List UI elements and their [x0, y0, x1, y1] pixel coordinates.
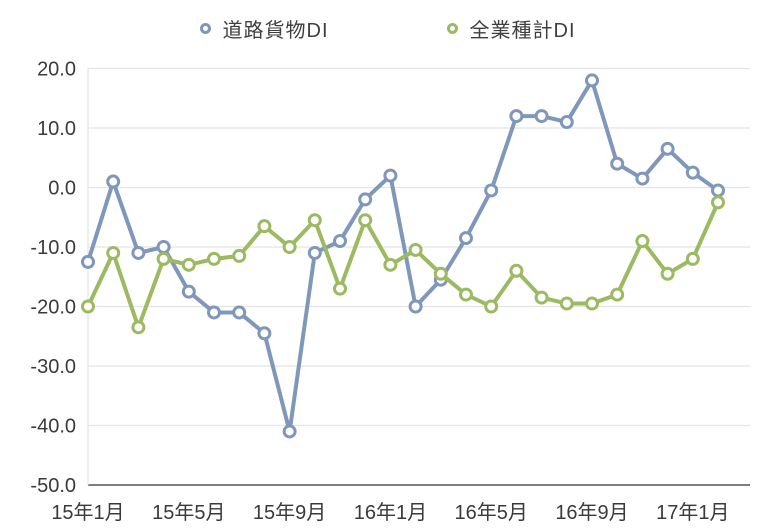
- legend-marker-icon: [199, 23, 211, 34]
- data-point-0-16年11月: [635, 171, 650, 186]
- data-point-0-16年6月: [509, 109, 524, 124]
- data-point-0-15年5月: [181, 284, 196, 299]
- data-point-1-15年9月: [282, 240, 297, 254]
- data-point-1-16年12月: [660, 266, 675, 281]
- x-axis-tick-label: 15年5月: [152, 501, 225, 524]
- data-point-1-15年11月: [333, 281, 347, 296]
- data-point-1-15年8月: [257, 219, 272, 234]
- data-point-1-15年4月: [156, 251, 171, 266]
- y-axis-tick-label: -40.0: [30, 416, 76, 438]
- data-point-0-15年12月: [358, 192, 373, 207]
- data-point-0-16年10月: [610, 156, 625, 171]
- data-point-1-15年3月: [131, 320, 146, 335]
- data-point-1-15年5月: [181, 257, 196, 272]
- data-point-1-16年11月: [635, 234, 650, 249]
- chart-legend: 道路貨物DI 全業種計DI: [0, 14, 775, 43]
- data-point-1-15年1月: [81, 299, 95, 314]
- data-point-0-16年12月: [660, 141, 675, 156]
- data-point-0-17年1月: [685, 165, 700, 180]
- y-axis-tick-label: -30.0: [30, 356, 76, 378]
- data-point-1-16年8月: [559, 296, 574, 311]
- data-point-0-17年2月: [711, 183, 725, 198]
- y-axis-tick-label: 10.0: [37, 118, 76, 140]
- data-point-1-16年3月: [433, 266, 448, 281]
- data-point-0-16年7月: [534, 109, 549, 124]
- x-axis-tick-label: 17年1月: [656, 501, 729, 524]
- data-point-0-15年6月: [207, 305, 221, 320]
- x-axis-tick-label: 16年9月: [555, 501, 628, 524]
- data-point-1-16年7月: [534, 290, 549, 305]
- y-axis-tick-label: -20.0: [30, 297, 76, 319]
- y-axis-tick-label: -10.0: [30, 237, 76, 259]
- data-point-1-15年12月: [358, 213, 373, 228]
- data-point-0-15年11月: [333, 234, 347, 249]
- y-axis-tick-label: -50.0: [30, 475, 76, 497]
- data-point-1-15年10月: [307, 213, 322, 228]
- data-point-0-16年9月: [585, 73, 599, 88]
- data-point-0-15年2月: [106, 174, 121, 189]
- data-point-1-15年7月: [232, 248, 247, 263]
- data-point-1-15年2月: [106, 245, 121, 260]
- data-point-1-16年2月: [408, 242, 423, 257]
- data-point-1-17年1月: [685, 251, 700, 266]
- data-point-0-15年8月: [257, 326, 272, 341]
- data-point-0-15年9月: [282, 424, 297, 439]
- y-axis-tick-label: 0.0: [48, 178, 76, 200]
- legend-label: 全業種計DI: [469, 20, 576, 42]
- data-point-0-15年4月: [156, 240, 171, 254]
- data-point-1-16年9月: [585, 296, 599, 311]
- data-point-0-16年4月: [459, 231, 473, 246]
- legend-item-1: 全業種計DI: [446, 14, 576, 43]
- data-point-0-15年3月: [131, 245, 146, 260]
- x-axis-tick-label: 16年1月: [354, 501, 427, 524]
- x-axis-tick-label: 15年1月: [51, 501, 124, 524]
- x-axis-tick-label: 16年5月: [455, 501, 528, 524]
- data-point-0-15年10月: [307, 245, 322, 260]
- data-point-1-16年4月: [459, 287, 473, 302]
- data-point-1-16年5月: [484, 299, 499, 314]
- legend-item-0: 道路貨物DI: [199, 14, 329, 43]
- data-point-1-16年6月: [509, 263, 524, 278]
- data-point-1-16年10月: [610, 287, 625, 302]
- legend-label: 道路貨物DI: [222, 20, 329, 42]
- data-point-0-16年8月: [559, 115, 574, 130]
- data-point-0-16年1月: [383, 168, 398, 183]
- x-axis-tick-label: 15年9月: [253, 501, 326, 524]
- data-point-0-15年1月: [81, 254, 95, 269]
- data-point-0-15年7月: [232, 305, 247, 320]
- data-point-1-15年6月: [207, 251, 221, 266]
- data-point-1-16年1月: [383, 257, 398, 272]
- data-point-0-16年2月: [408, 299, 423, 314]
- data-point-1-17年2月: [711, 195, 725, 210]
- y-axis-tick-label: 20.0: [37, 59, 76, 81]
- data-point-0-16年5月: [484, 183, 499, 198]
- legend-marker-icon: [446, 23, 458, 34]
